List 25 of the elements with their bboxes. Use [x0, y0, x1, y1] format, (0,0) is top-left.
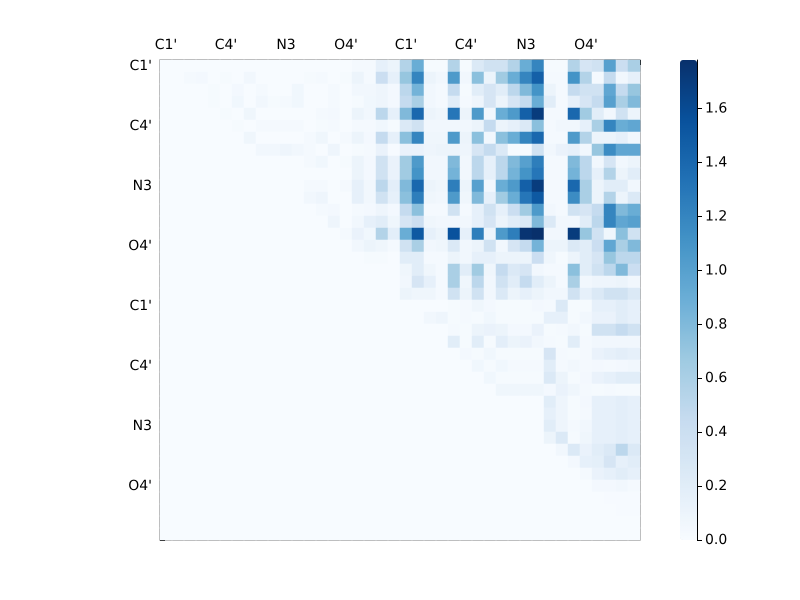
- y-tick-label: N3: [132, 418, 152, 434]
- y-tick-label: C4': [129, 358, 152, 374]
- y-tick-label: C1': [129, 58, 152, 74]
- color-bar-label: 1.0: [705, 262, 728, 278]
- y-tick-label: O4': [128, 478, 152, 494]
- x-tick-label: O4': [334, 37, 358, 53]
- x-tick-label: C4': [454, 37, 478, 53]
- x-tick-label: N3: [276, 37, 296, 53]
- color-bar-label: 1.4: [705, 154, 728, 170]
- color-bar-label: 0.6: [705, 370, 728, 386]
- color-bar-label: 0.0: [705, 532, 728, 548]
- y-tick-label: C4': [129, 118, 152, 134]
- color-bar-label: 0.2: [705, 478, 728, 494]
- color-bar-label: 1.2: [705, 208, 728, 224]
- x-tick-label: O4': [574, 37, 598, 53]
- y-tick-label: C1': [129, 298, 152, 314]
- x-tick-label: C1': [394, 37, 418, 53]
- color-bar-label: 1.6: [705, 100, 728, 117]
- color-bar-label: 0.8: [705, 316, 728, 332]
- x-tick-label: C4': [214, 37, 238, 53]
- y-tick-label: O4': [128, 238, 152, 254]
- x-tick-label: C1': [154, 37, 178, 53]
- x-tick-label: N3: [516, 37, 536, 53]
- y-tick-label: N3: [132, 178, 152, 194]
- color-bar-label: 0.4: [705, 424, 728, 440]
